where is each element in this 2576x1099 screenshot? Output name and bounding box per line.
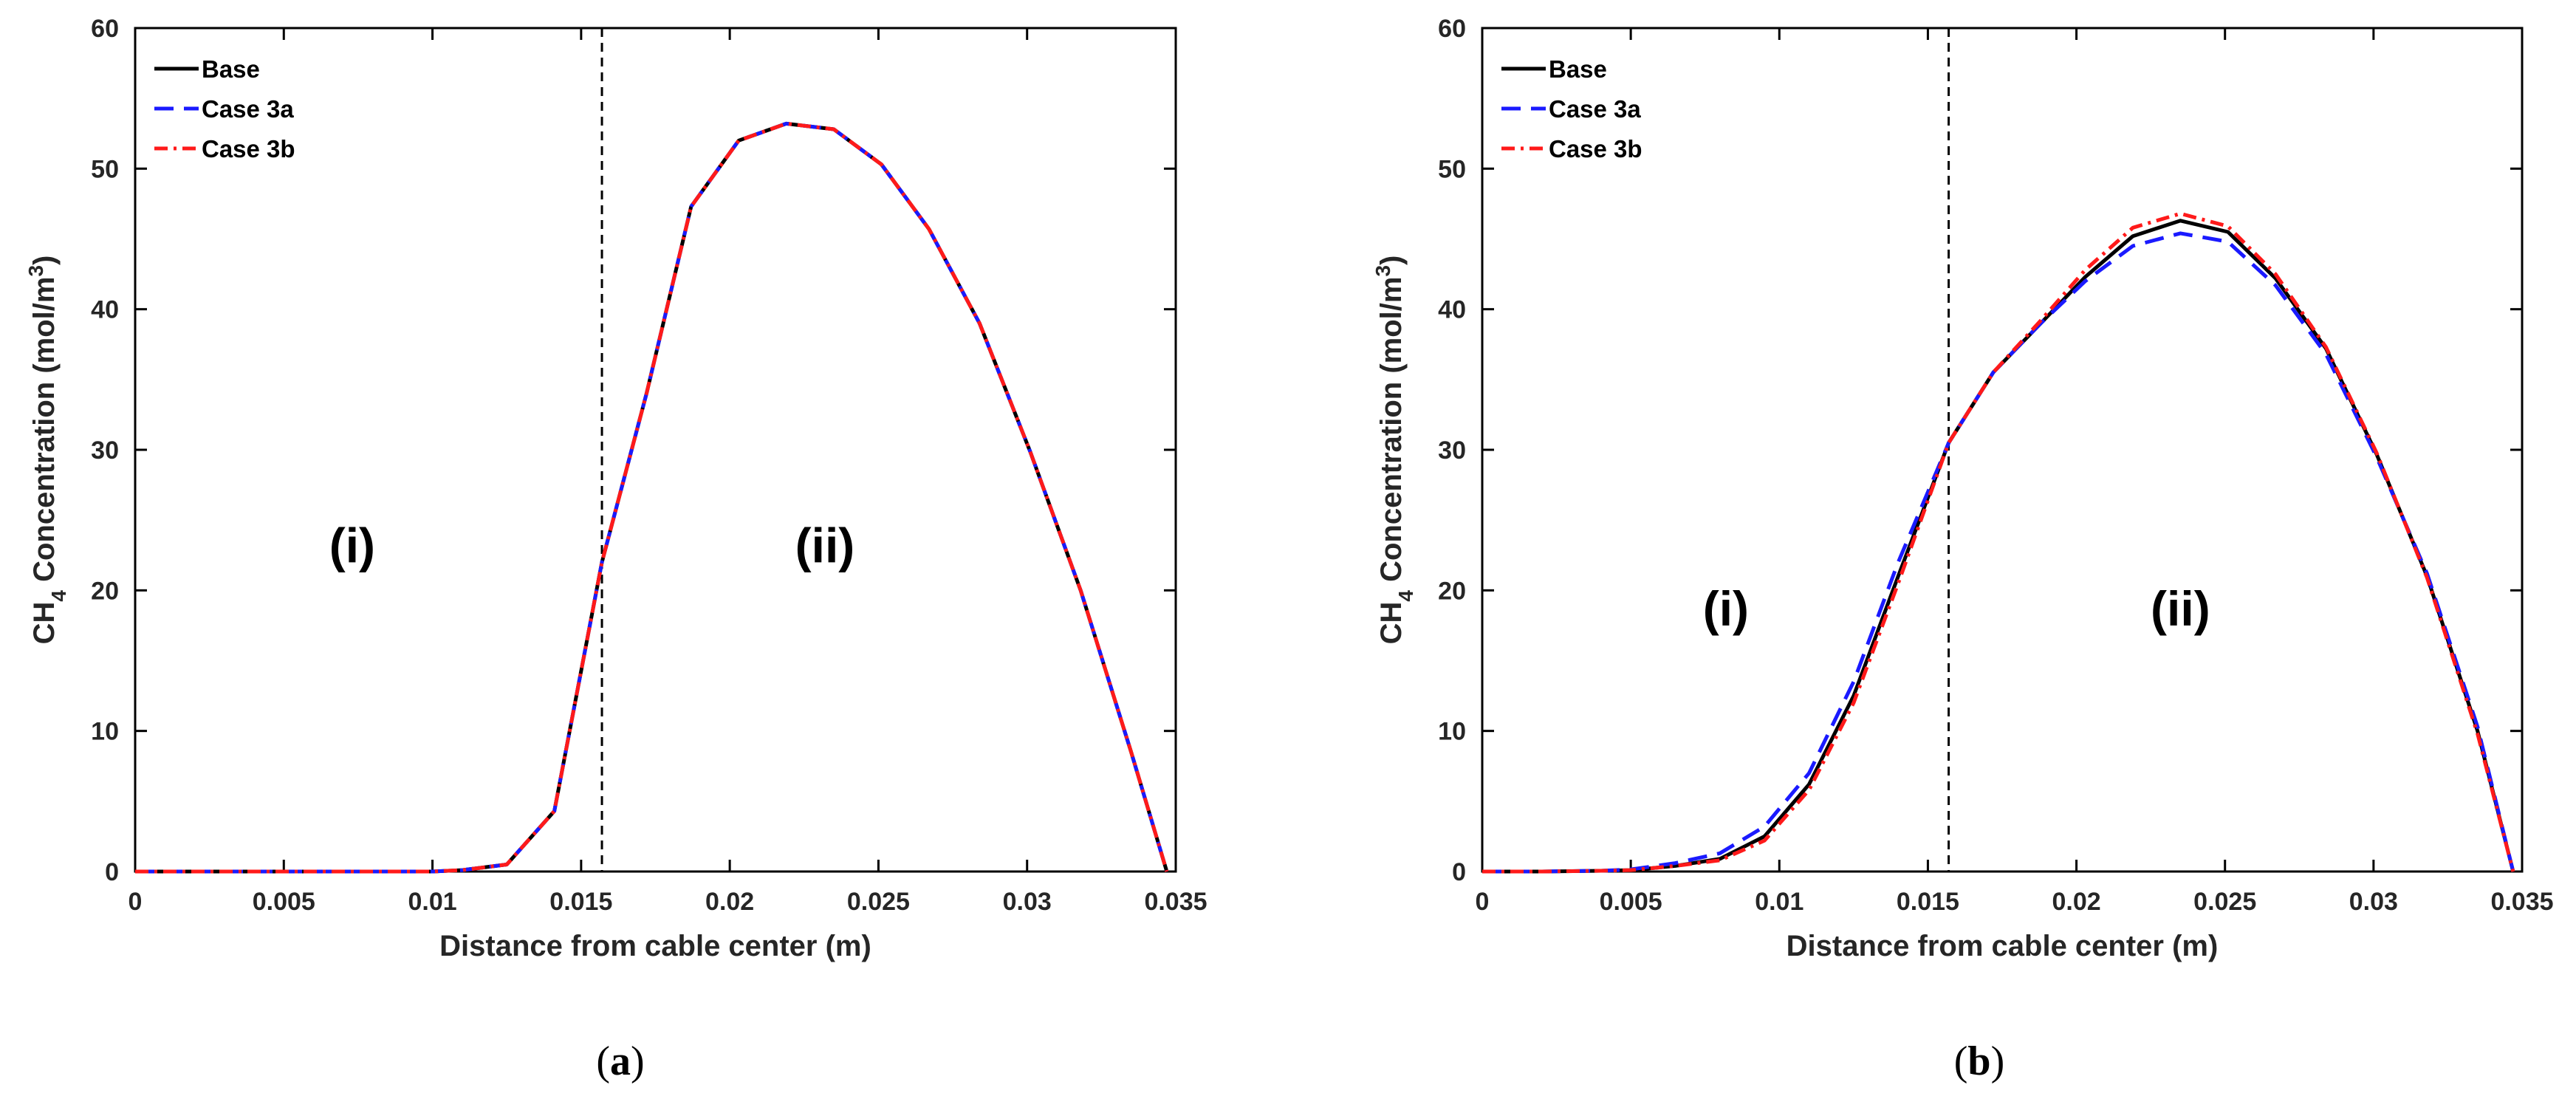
x-tick-label: 0.02 [2052, 888, 2100, 916]
x-tick-label: 0.025 [847, 888, 910, 916]
chart-panel-a: 0 0.005 0.01 0.015 0.02 0.025 0.03 0.035 0 10 20 30… [24, 15, 1208, 1084]
series-line-base [135, 121, 1169, 874]
legend-entry-label: Case 3b [1549, 135, 1642, 162]
legend-entry-label: Case 3a [1549, 95, 1641, 123]
y-tick-label: 0 [1452, 858, 1466, 886]
x-tick-label: 0 [129, 888, 143, 916]
x-tick-label: 0.03 [2349, 888, 2398, 916]
legend-entry-label: Case 3b [202, 135, 295, 162]
x-tick-label: 0.02 [705, 888, 754, 916]
x-tick-label: 0.015 [549, 888, 612, 916]
series-line-case-3b [1482, 211, 2515, 874]
legend-entry-label: Base [1549, 55, 1607, 83]
y-tick-label: 30 [1438, 436, 1466, 465]
y-tick-label: 30 [91, 436, 119, 465]
y-axis-label: CH4 Concentration (mol/m3) [24, 256, 70, 645]
y-tick-label: 10 [91, 718, 119, 746]
series-line-base [1482, 219, 2515, 874]
y-tick-label: 60 [91, 15, 119, 43]
x-tick-label: 0.015 [1897, 888, 1959, 916]
y-tick-label: 50 [91, 155, 119, 183]
x-tick-label: 0 [1476, 888, 1490, 916]
panel-label: (a) [596, 1038, 644, 1084]
x-tick-label: 0.03 [1003, 888, 1052, 916]
y-tick-label: 0 [105, 858, 119, 886]
y-axis-label: CH4 Concentration (mol/m3) [1371, 256, 1417, 645]
panel-label: (b) [1954, 1038, 2004, 1084]
y-tick-label: 40 [91, 296, 119, 324]
region-label-ii: (ii) [795, 518, 855, 572]
series-line-case-3a [135, 121, 1169, 874]
x-tick-label: 0.005 [1600, 888, 1662, 916]
y-tick-label: 20 [1438, 577, 1466, 605]
legend-entry-label: Case 3a [202, 95, 294, 123]
series-line-case-3a [1482, 231, 2515, 874]
y-tick-label: 20 [91, 577, 119, 605]
region-label-i: (i) [1703, 581, 1749, 636]
y-tick-label: 10 [1438, 718, 1466, 746]
legend-entry-label: Base [202, 55, 260, 83]
x-tick-label: 0.005 [253, 888, 315, 916]
x-tick-label: 0.025 [2193, 888, 2256, 916]
region-label-i: (i) [329, 518, 375, 572]
chart-panel-b: 0 0.005 0.01 0.015 0.02 0.025 0.03 0.035 0 10 20 30… [1371, 15, 2554, 1084]
x-axis-label: Distance from cable center (m) [1787, 930, 2219, 962]
region-label-ii: (ii) [2151, 581, 2210, 636]
x-tick-label: 0.035 [2490, 888, 2553, 916]
y-tick-label: 40 [1438, 296, 1466, 324]
x-axis-label: Distance from cable center (m) [439, 930, 871, 962]
y-tick-label: 50 [1438, 155, 1466, 183]
x-tick-label: 0.035 [1144, 888, 1207, 916]
x-tick-label: 0.01 [1755, 888, 1803, 916]
y-tick-label: 60 [1438, 15, 1466, 43]
x-tick-label: 0.01 [408, 888, 456, 916]
series-line-case-3b [135, 121, 1169, 874]
